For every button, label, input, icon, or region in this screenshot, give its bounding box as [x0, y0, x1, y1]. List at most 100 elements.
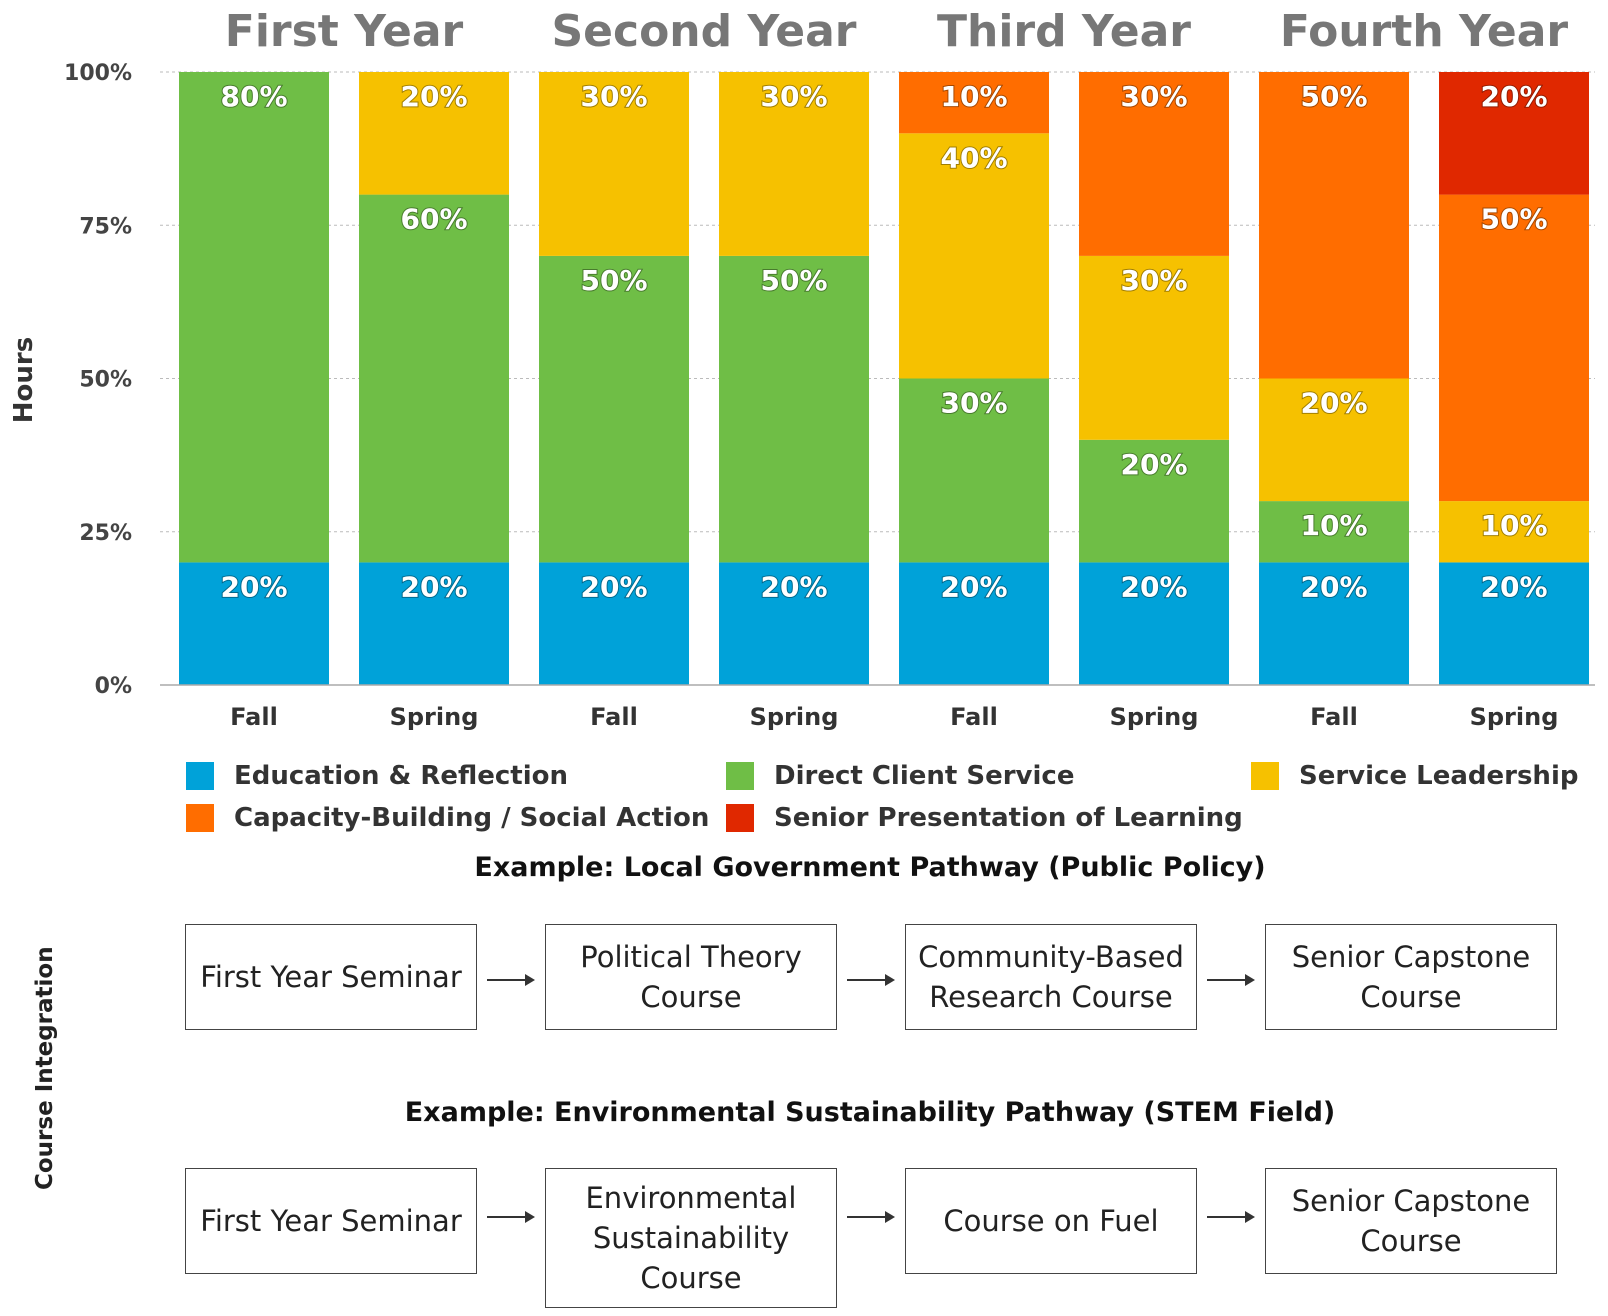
- data-label: 20%: [940, 570, 1007, 603]
- bar-segment: [359, 562, 509, 685]
- arrow-icon: [1207, 974, 1255, 986]
- bar-segment: [1079, 562, 1229, 685]
- bars-layer: [179, 72, 1589, 685]
- data-label: 20%: [1480, 80, 1547, 113]
- data-label: 30%: [940, 387, 1007, 420]
- bar-segment: [359, 72, 509, 195]
- bar-segment: [539, 562, 689, 685]
- bar-segment: [719, 255, 869, 563]
- legend-item-education-reflection: Education & Reflection: [186, 760, 568, 792]
- arrow-icon: [487, 974, 535, 986]
- x-tick-label: Fall: [950, 703, 998, 731]
- legend-label: Direct Client Service: [774, 761, 1075, 791]
- pathway-step: First Year Seminar: [185, 1168, 477, 1274]
- bar-segment: [1079, 255, 1229, 440]
- pathway-step: Political Theory Course: [545, 924, 837, 1030]
- legend-swatch: [186, 804, 214, 832]
- pathway-step: First Year Seminar: [185, 924, 477, 1030]
- x-tick-label: Spring: [390, 703, 479, 731]
- bar-segment: [899, 378, 1049, 563]
- legend-item-capacity-building: Capacity-Building / Social Action: [186, 802, 709, 834]
- bar-segment: [1439, 562, 1589, 685]
- bar-segment: [179, 72, 329, 563]
- bar-segment: [1079, 439, 1229, 563]
- data-label: 10%: [1480, 509, 1547, 542]
- x-tick-label: Spring: [1110, 703, 1199, 731]
- data-label: 20%: [1120, 570, 1187, 603]
- data-label: 30%: [580, 80, 647, 113]
- y-tick-label: 25%: [79, 521, 132, 546]
- bar-segment: [899, 133, 1049, 379]
- data-label: 30%: [760, 80, 827, 113]
- data-label: 40%: [940, 141, 1007, 174]
- arrow-icon: [487, 1211, 535, 1223]
- legend-swatch: [726, 762, 754, 790]
- data-label: 20%: [220, 570, 287, 603]
- legend-item-senior-presentation: Senior Presentation of Learning: [726, 802, 1243, 834]
- y-tick-label: 0%: [95, 674, 132, 699]
- data-label: 50%: [1480, 203, 1547, 236]
- data-label: 20%: [1480, 570, 1547, 603]
- pathway-step: Senior Capstone Course: [1265, 1168, 1557, 1274]
- pathway-title: Example: Local Government Pathway (Publi…: [474, 852, 1266, 883]
- x-tick-label: Fall: [230, 703, 278, 731]
- data-label: 50%: [1300, 80, 1367, 113]
- arrow-icon: [1207, 1211, 1255, 1223]
- legend-swatch: [1251, 762, 1279, 790]
- data-label: 10%: [1300, 509, 1367, 542]
- x-tick-label: Fall: [1310, 703, 1358, 731]
- x-tick-label: Fall: [590, 703, 638, 731]
- data-label: 30%: [1120, 80, 1187, 113]
- legend-item-direct-client-service: Direct Client Service: [726, 760, 1074, 792]
- year-title: Fourth Year: [1280, 6, 1569, 57]
- bar-segment: [719, 562, 869, 685]
- pathway-step: Course on Fuel: [905, 1168, 1197, 1274]
- year-title: Second Year: [551, 6, 856, 57]
- pathway-title: Example: Environmental Sustainability Pa…: [404, 1097, 1336, 1128]
- axis-layer: 0% 25% 50% 75% 100% Fall Spring Fall Spring Fall S…: [64, 6, 1595, 731]
- pathway-step: Senior Capstone Course: [1265, 924, 1557, 1030]
- legend-label: Service Leadership: [1299, 761, 1579, 791]
- legend: Education & Reflection Direct Client Ser…: [186, 760, 1586, 850]
- data-label: 20%: [580, 570, 647, 603]
- bar-segment: [1439, 194, 1589, 502]
- bar-segment: [539, 72, 689, 256]
- data-label: 20%: [400, 570, 467, 603]
- bar-segment: [899, 562, 1049, 685]
- data-label: 50%: [760, 264, 827, 297]
- x-tick-label: Spring: [1470, 703, 1559, 731]
- legend-swatch: [186, 762, 214, 790]
- bar-segment: [539, 255, 689, 563]
- bar-segment: [179, 562, 329, 685]
- arrow-icon: [847, 1211, 895, 1223]
- year-title: Third Year: [937, 6, 1191, 57]
- legend-label: Education & Reflection: [234, 761, 569, 791]
- bar-segment: [1439, 501, 1589, 563]
- x-tick-label: Spring: [750, 703, 839, 731]
- bar-segment: [1079, 72, 1229, 256]
- stacked-bar-chart: 20% 80% 20% 60% 20% 20% 50% 30% 20% 50% 30% 20% 30% 4…: [9, 6, 1595, 731]
- y-tick-label: 50%: [79, 368, 132, 393]
- pathway-step: Environmental Sustainability Course: [545, 1168, 837, 1308]
- data-label: 30%: [1120, 264, 1187, 297]
- bar-segment: [1259, 501, 1409, 563]
- data-label: 60%: [400, 203, 467, 236]
- legend-item-service-leadership: Service Leadership: [1251, 760, 1578, 792]
- bar-segment: [1439, 72, 1589, 195]
- bar-segment: [899, 72, 1049, 134]
- data-label: 20%: [1300, 570, 1367, 603]
- y-tick-label: 100%: [64, 61, 132, 86]
- bar-segment: [1259, 72, 1409, 379]
- legend-swatch: [726, 804, 754, 832]
- y-axis-label: Hours: [9, 337, 39, 423]
- data-label: 80%: [220, 80, 287, 113]
- pathway-step: Community-Based Research Course: [905, 924, 1197, 1030]
- labels-layer: 20% 80% 20% 60% 20% 20% 50% 30% 20% 50% 30% 20% 30% 4…: [219, 79, 1548, 604]
- year-title: First Year: [225, 6, 464, 57]
- data-label: 20%: [760, 570, 827, 603]
- data-label: 20%: [400, 80, 467, 113]
- course-integration-label: Course Integration: [32, 946, 58, 1190]
- bar-segment: [1259, 562, 1409, 685]
- bar-segment: [719, 72, 869, 256]
- data-label: 50%: [580, 264, 647, 297]
